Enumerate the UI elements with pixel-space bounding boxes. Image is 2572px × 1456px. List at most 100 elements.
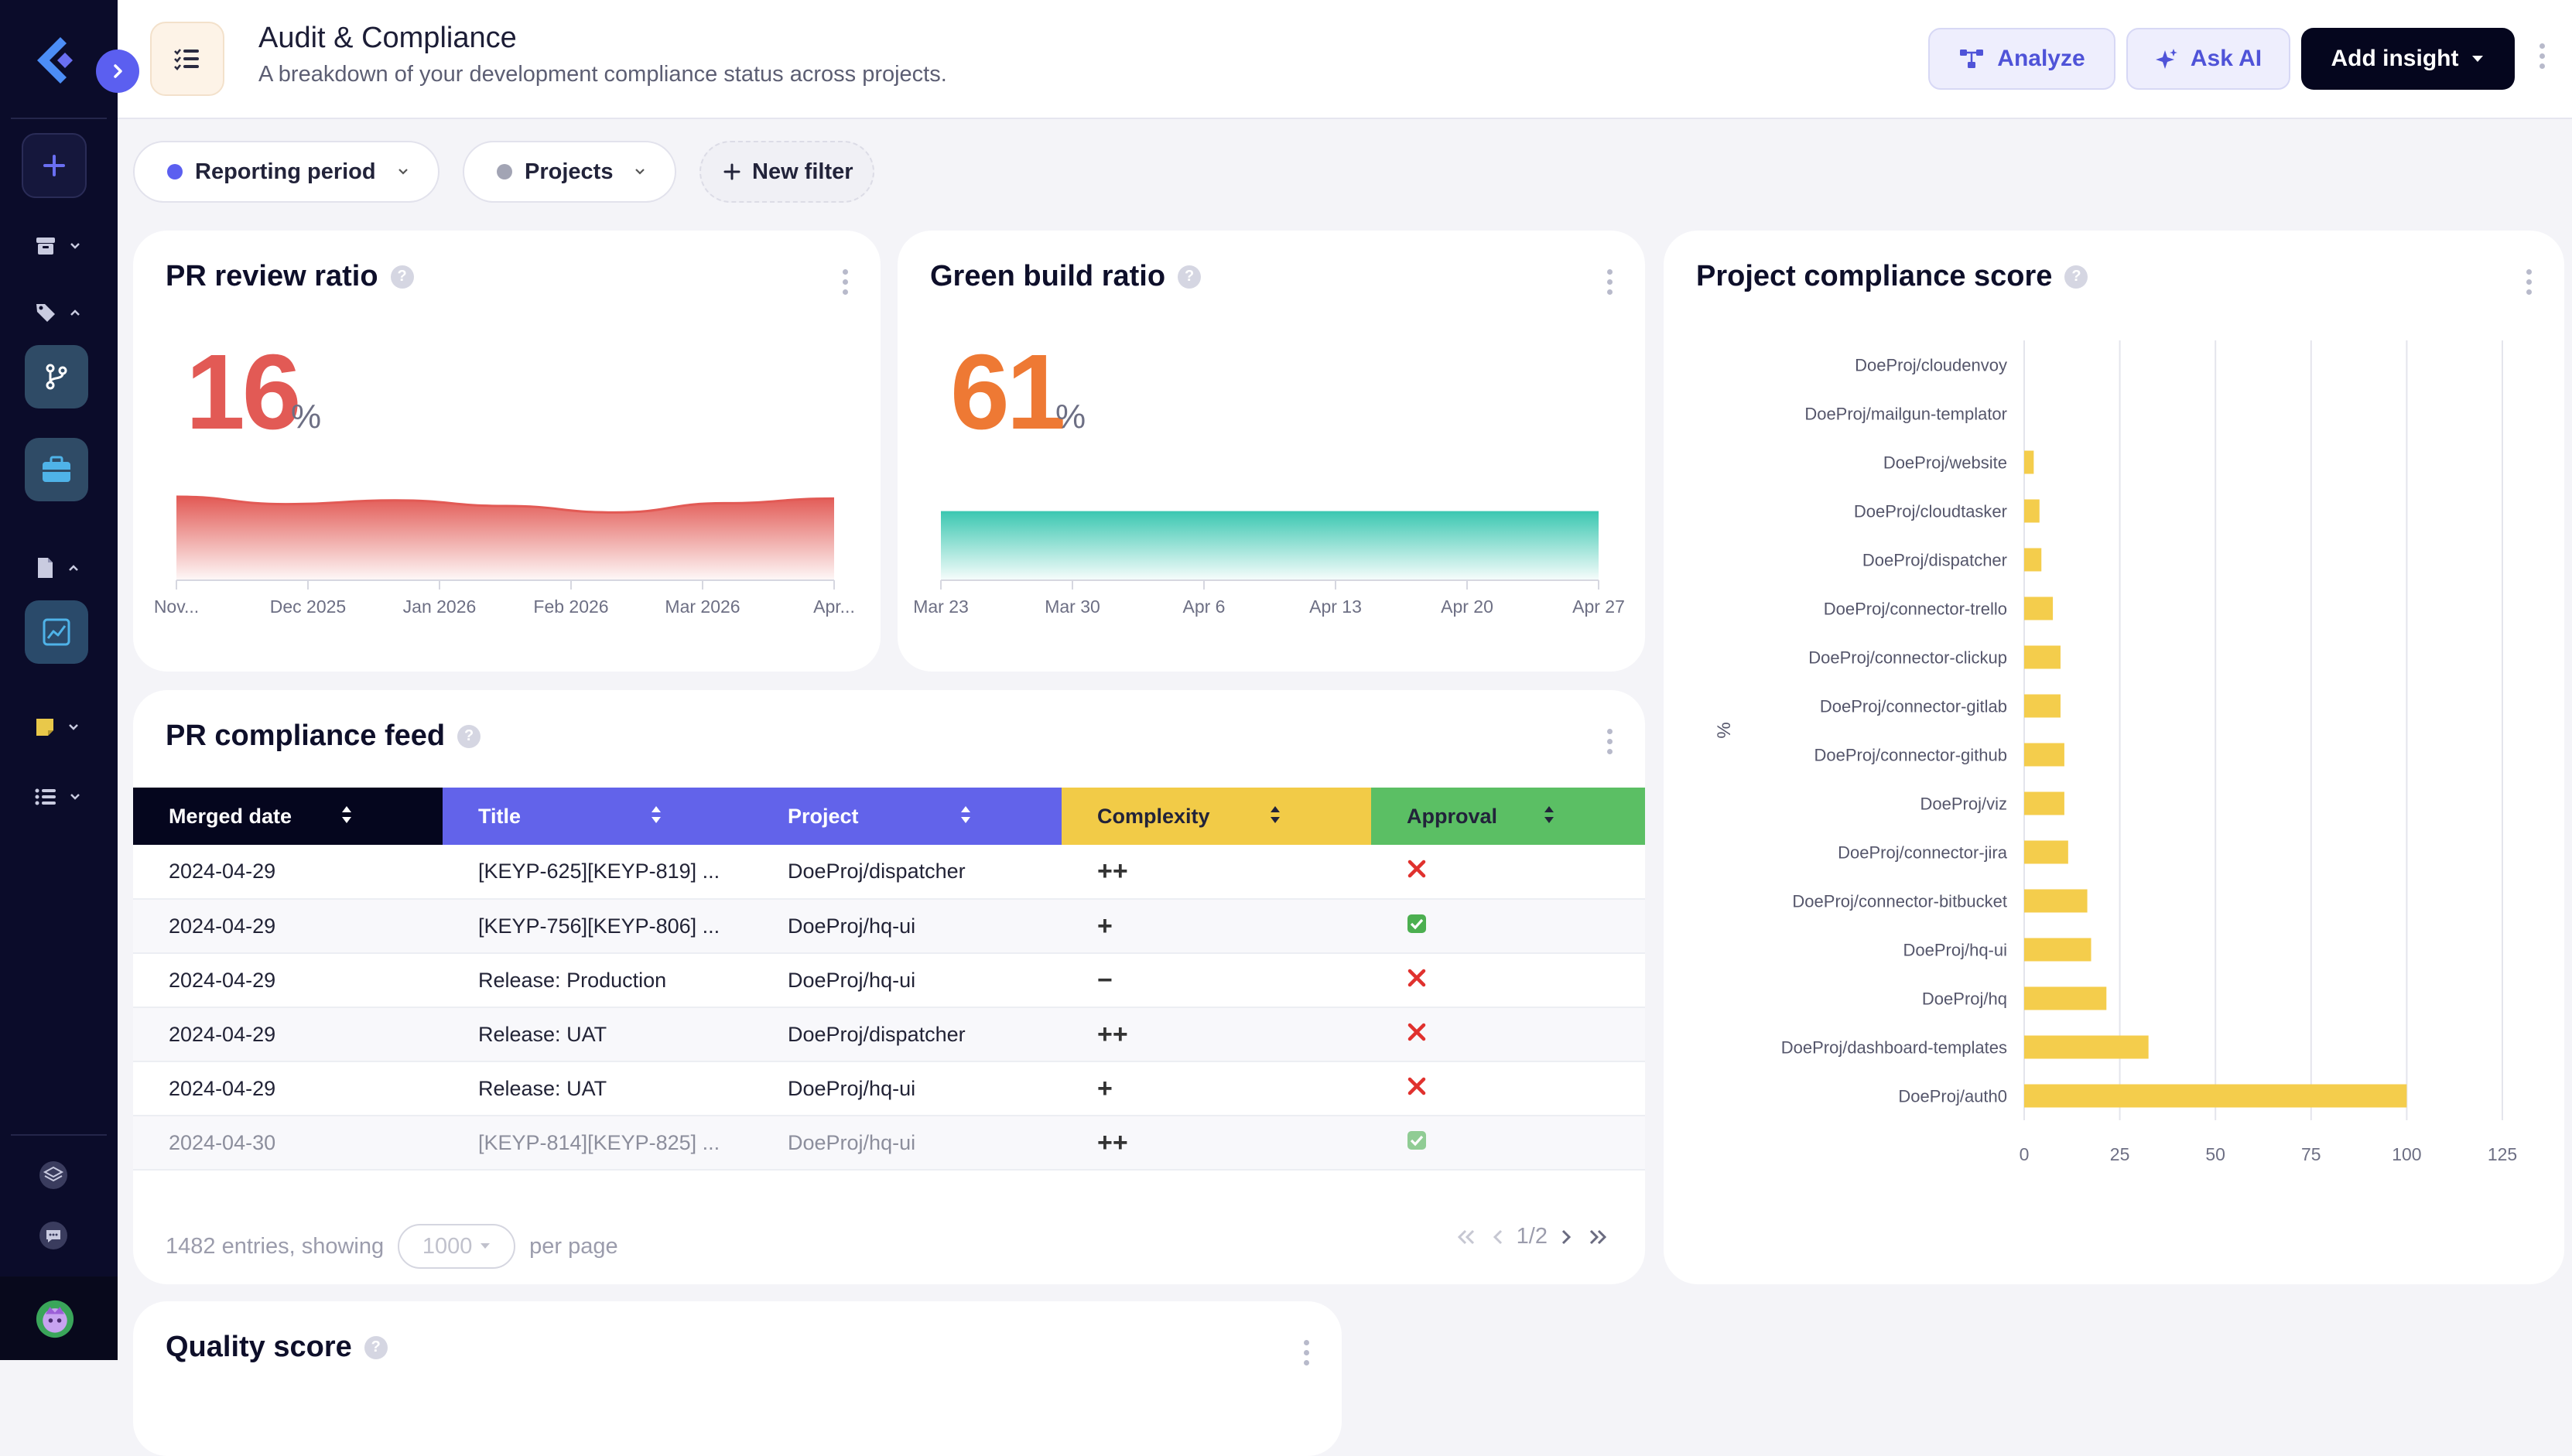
approval-cell bbox=[1371, 953, 1645, 1008]
project-cell: DoeProj/hq-ui bbox=[752, 953, 1062, 1008]
pr-review-value: 16 bbox=[186, 333, 301, 452]
title-cell: [KEYP-756][KEYP-806] ... bbox=[443, 899, 752, 954]
sidebar bbox=[0, 0, 139, 1360]
add-insight-button[interactable]: Add insight bbox=[2301, 28, 2515, 90]
complexity-cell: ++ bbox=[1062, 1007, 1371, 1062]
card-menu-icon[interactable] bbox=[843, 269, 848, 295]
git-branch-icon bbox=[46, 364, 67, 390]
sidebar-item-insights[interactable] bbox=[25, 600, 88, 664]
approval-header[interactable]: Approval bbox=[1371, 788, 1645, 845]
table-row[interactable]: 2024-04-29 Release: Production DoeProj/hq-… bbox=[133, 953, 1645, 1008]
complexity-header[interactable]: Complexity bbox=[1062, 788, 1371, 845]
create-button[interactable] bbox=[22, 133, 87, 198]
sidebar-item-lists[interactable] bbox=[34, 781, 82, 812]
sidebar-item-briefcase[interactable] bbox=[25, 438, 88, 501]
score-bar bbox=[2024, 694, 2061, 718]
table-row[interactable]: 2024-04-29 Release: UAT DoeProj/hq-ui + bbox=[133, 1061, 1645, 1116]
table-row[interactable]: 2024-04-30 [KEYP-814][KEYP-825] ... DoePro… bbox=[133, 1116, 1645, 1171]
chat-icon[interactable] bbox=[34, 1216, 73, 1255]
x-tick-label: Apr... bbox=[813, 596, 855, 617]
sidebar-item-documents[interactable] bbox=[34, 552, 80, 583]
sidebar-item-notes[interactable] bbox=[34, 712, 80, 743]
sidebar-item-tags[interactable] bbox=[34, 297, 82, 328]
project-cell: DoeProj/hq-ui bbox=[752, 1116, 1062, 1171]
x-tick-label: Feb 2026 bbox=[533, 596, 608, 617]
first-page-icon[interactable] bbox=[1453, 1228, 1479, 1246]
score-bar bbox=[2024, 1035, 2149, 1059]
card-menu-icon[interactable] bbox=[1607, 269, 1613, 295]
analyze-button[interactable]: Analyze bbox=[1928, 28, 2115, 90]
merged-date-header[interactable]: Merged date bbox=[133, 788, 443, 845]
help-icon[interactable]: ? bbox=[1178, 265, 1202, 289]
expand-sidebar-button[interactable] bbox=[96, 50, 139, 93]
score-bar bbox=[2024, 840, 2068, 864]
card-menu-icon[interactable] bbox=[2526, 269, 2532, 295]
complexity-cell: + bbox=[1062, 899, 1371, 954]
x-tick-label: Apr 27 bbox=[1572, 596, 1625, 617]
document-icon bbox=[38, 558, 53, 578]
quality-title: Quality score bbox=[166, 1331, 352, 1363]
prev-page-icon[interactable] bbox=[1490, 1228, 1506, 1246]
sort-icon[interactable] bbox=[1269, 805, 1281, 830]
sort-icon[interactable] bbox=[959, 805, 972, 830]
project-header[interactable]: Project bbox=[752, 788, 1062, 845]
category-label: DoeProj/hq-ui bbox=[1903, 941, 2007, 960]
approval-cell bbox=[1371, 1007, 1645, 1062]
x-tick-label: Mar 30 bbox=[1045, 596, 1100, 617]
sort-icon[interactable] bbox=[650, 805, 662, 830]
help-icon[interactable]: ? bbox=[457, 724, 481, 748]
add-insight-label: Add insight bbox=[2331, 46, 2459, 71]
page-indicator: 1/2 bbox=[1516, 1224, 1548, 1249]
card-menu-icon[interactable] bbox=[1607, 729, 1613, 754]
last-page-icon[interactable] bbox=[1585, 1228, 1611, 1246]
card-title: PR compliance feed? bbox=[166, 719, 481, 753]
list-icon bbox=[35, 788, 56, 805]
complexity-cell: ++ bbox=[1062, 845, 1371, 900]
table-row[interactable]: 2024-04-29 [KEYP-625][KEYP-819] ... DoePro… bbox=[133, 845, 1645, 900]
x-tick-label: Dec 2025 bbox=[270, 596, 346, 617]
projects-filter[interactable]: Projects bbox=[463, 141, 676, 203]
analyze-label: Analyze bbox=[1997, 46, 2085, 71]
help-icon[interactable]: ? bbox=[2064, 265, 2088, 289]
ask-ai-button[interactable]: Ask AI bbox=[2126, 28, 2290, 90]
green-build-title: Green build ratio bbox=[930, 260, 1166, 292]
x-tick-label: 25 bbox=[2110, 1144, 2130, 1164]
title-header[interactable]: Title bbox=[443, 788, 752, 845]
help-icon[interactable]: ? bbox=[390, 265, 414, 289]
merged-date-cell: 2024-04-29 bbox=[133, 1007, 443, 1062]
category-label: DoeProj/hq bbox=[1922, 989, 2007, 1009]
chart-line bbox=[176, 495, 835, 514]
chevron-down-icon bbox=[398, 169, 408, 175]
check-icon bbox=[1407, 914, 1426, 933]
merged-date-cell: 2024-04-29 bbox=[133, 953, 443, 1008]
reporting-period-filter[interactable]: Reporting period bbox=[133, 141, 439, 203]
y-axis-label: % bbox=[1714, 722, 1735, 738]
complexity-cell: ++ bbox=[1062, 1116, 1371, 1171]
new-filter-button[interactable]: New filter bbox=[699, 141, 874, 203]
help-icon[interactable]: ? bbox=[364, 1335, 388, 1359]
compliance-score-title: Project compliance score bbox=[1696, 260, 2053, 292]
x-tick-label: 0 bbox=[2020, 1144, 2030, 1164]
project-cell: DoeProj/dispatcher bbox=[752, 845, 1062, 900]
score-bar bbox=[2024, 1084, 2407, 1108]
sidebar-item-inbox[interactable] bbox=[34, 231, 82, 261]
sort-icon[interactable] bbox=[340, 805, 353, 830]
chart-area bbox=[176, 497, 834, 580]
merged-date-cell: 2024-04-29 bbox=[133, 845, 443, 900]
card-menu-icon[interactable] bbox=[1304, 1340, 1309, 1365]
chevron-up-icon bbox=[69, 565, 78, 571]
avatar[interactable] bbox=[36, 1300, 74, 1338]
more-options-icon[interactable] bbox=[2540, 43, 2545, 69]
ask-ai-label: Ask AI bbox=[2190, 46, 2262, 71]
table-row[interactable]: 2024-04-29 Release: UAT DoeProj/dispatcher… bbox=[133, 1007, 1645, 1062]
per-page-select[interactable]: 1000 bbox=[398, 1224, 516, 1269]
x-tick-label: 125 bbox=[2488, 1144, 2517, 1164]
sidebar-divider bbox=[11, 1134, 107, 1136]
app-logo[interactable] bbox=[28, 32, 84, 88]
sort-icon[interactable] bbox=[1543, 805, 1555, 830]
layers-icon[interactable] bbox=[34, 1156, 73, 1195]
next-page-icon[interactable] bbox=[1558, 1228, 1574, 1246]
card-title: Quality score? bbox=[166, 1331, 388, 1364]
sidebar-item-git[interactable] bbox=[25, 345, 88, 408]
table-row[interactable]: 2024-04-29 [KEYP-756][KEYP-806] ... DoePro… bbox=[133, 899, 1645, 954]
